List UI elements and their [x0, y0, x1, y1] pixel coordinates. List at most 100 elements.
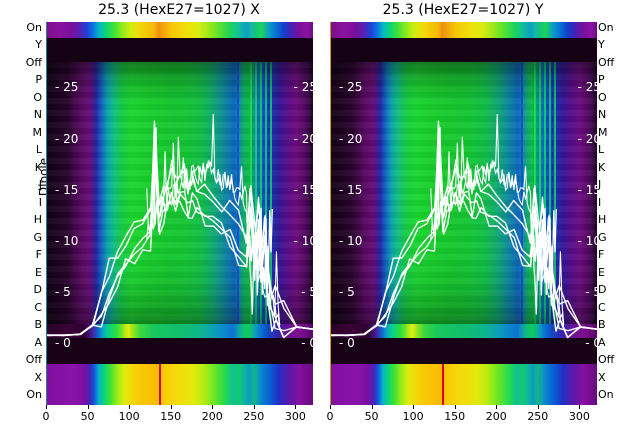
category-label-n-5: N [33, 108, 42, 122]
category-label-h-11: H [33, 213, 42, 227]
x-tick-mark-200 [212, 405, 214, 409]
category-label-e-14: E [598, 265, 605, 279]
category-label-off-2: Off [598, 55, 615, 69]
mid-summary-strip-x [47, 324, 313, 338]
x-tick-label-250: 250 [243, 410, 265, 423]
x-tick-label-200: 200 [201, 410, 223, 423]
category-label-g-12: G [33, 230, 42, 244]
category-label-off-19: Off [598, 353, 615, 367]
category-label-y-1: Y [35, 38, 42, 52]
x-tick-mark-300 [579, 405, 581, 409]
bottom-gap-y [331, 338, 597, 364]
x-tick-label-100: 100 [402, 410, 424, 423]
bottom-summary-strip-x [47, 364, 313, 405]
category-label-on-21: On [26, 388, 42, 401]
category-label-on-21: On [598, 388, 614, 401]
x-tick-mark-300 [295, 405, 297, 409]
category-label-o-4: O [33, 90, 42, 104]
category-label-a-18: A [34, 335, 42, 349]
category-label-d-15: D [598, 283, 607, 297]
spectrogram-bright-column-y [521, 62, 524, 324]
panel-x[interactable]: - 25- 25- 20- 20- 15- 15- 10- 10- 5- 5- … [46, 22, 313, 405]
x-tick-label-150: 150 [160, 410, 182, 423]
x-tick-mark-0 [330, 405, 331, 409]
plot-area-x[interactable]: - 25- 25- 20- 20- 15- 15- 10- 10- 5- 5- … [46, 22, 313, 405]
x-tick-label-0: 0 [326, 410, 334, 423]
top-summary-strip-x [47, 22, 313, 38]
x-tick-mark-200 [496, 405, 498, 409]
category-label-l-7: L [598, 143, 605, 157]
panel-y[interactable]: - 25- 25- 20- 20- 15- 15- 10- 10- 5- 5- … [330, 22, 597, 405]
x-tick-mark-0 [46, 405, 47, 409]
category-label-j-9: J [598, 178, 602, 192]
x-tick-label-150: 150 [444, 410, 466, 423]
category-axis-left: On Y Off P O N M L K J I H G F E D C B A Off X On [0, 22, 42, 405]
category-label-i-10: I [38, 195, 42, 209]
x-tick-label-100: 100 [118, 410, 140, 423]
category-label-on-0: On [26, 21, 42, 34]
overlay-trace-0 [47, 151, 313, 339]
category-label-off-2: Off [25, 55, 42, 69]
overlay-trace-noise-1 [146, 113, 281, 330]
overlay-traces-x [47, 113, 313, 339]
overlay-traces-y [331, 113, 597, 339]
category-label-c-16: C [34, 300, 42, 314]
marker-line-x [159, 364, 162, 405]
category-label-a-18: A [598, 335, 606, 349]
x-tick-label-250: 250 [527, 410, 549, 423]
category-label-p-3: P [598, 73, 605, 87]
plot-area-y[interactable]: - 25- 25- 20- 20- 15- 15- 10- 10- 5- 5- … [330, 22, 597, 405]
x-tick-mark-100 [129, 405, 131, 409]
overlay-trace-3 [47, 129, 313, 337]
overlay-trace-3 [331, 129, 597, 337]
category-label-off-19: Off [25, 353, 42, 367]
overlay-trace-noise-0 [146, 142, 281, 326]
category-label-d-15: D [33, 283, 42, 297]
top-summary-strip-y [331, 22, 597, 38]
category-label-c-16: C [598, 300, 606, 314]
category-label-k-8: K [34, 160, 42, 174]
overlay-trace-spike [153, 127, 159, 226]
x-tick-label-50: 50 [364, 410, 379, 423]
x-axis-left: 0 50 100 150 200 250 300 [42, 405, 312, 437]
category-label-p-3: P [35, 73, 42, 87]
top-gap-x [47, 38, 313, 62]
bottom-summary-strip-y [331, 364, 597, 405]
panel-title-y: 25.3 (HexE27=1027) Y [382, 2, 544, 18]
x-tick-mark-50 [371, 405, 373, 409]
category-label-f-13: F [35, 248, 42, 262]
mid-summary-strip-y [331, 324, 597, 338]
x-tick-mark-250 [253, 405, 255, 409]
category-label-y-1: Y [598, 38, 605, 52]
overlay-trace-0 [331, 151, 597, 339]
category-label-l-7: L [35, 143, 42, 157]
x-tick-mark-150 [170, 405, 172, 409]
overlay-trace-4 [331, 150, 597, 337]
marker-line-y [441, 364, 444, 405]
overlay-trace-saturated-region [249, 207, 273, 315]
panel-title-x: 25.3 (HexE27=1027) X [98, 2, 260, 18]
overlay-trace-noise-0 [430, 142, 565, 326]
category-label-j-9: J [38, 178, 42, 192]
category-axis-right: On Y Off P O N M L K J I H G F E D C B A Off X On [598, 22, 640, 405]
x-tick-label-200: 200 [485, 410, 507, 423]
overlay-trace-4 [47, 150, 313, 337]
category-label-h-11: H [598, 213, 607, 227]
x-tick-label-300: 300 [568, 410, 590, 423]
category-label-x-20: X [598, 370, 606, 384]
category-label-m-6: M [598, 125, 608, 139]
category-label-b-17: B [34, 318, 42, 332]
x-tick-label-0: 0 [42, 410, 50, 423]
x-tick-mark-100 [413, 405, 415, 409]
category-label-k-8: K [598, 160, 606, 174]
x-tick-label-300: 300 [284, 410, 306, 423]
spectrogram-bright-column-x [237, 62, 240, 324]
x-tick-label-50: 50 [80, 410, 95, 423]
x-tick-mark-250 [537, 405, 539, 409]
category-label-i-10: I [598, 195, 602, 209]
category-label-m-6: M [32, 125, 43, 139]
category-label-n-5: N [598, 108, 607, 122]
category-label-x-20: X [34, 370, 42, 384]
x-tick-mark-50 [87, 405, 89, 409]
